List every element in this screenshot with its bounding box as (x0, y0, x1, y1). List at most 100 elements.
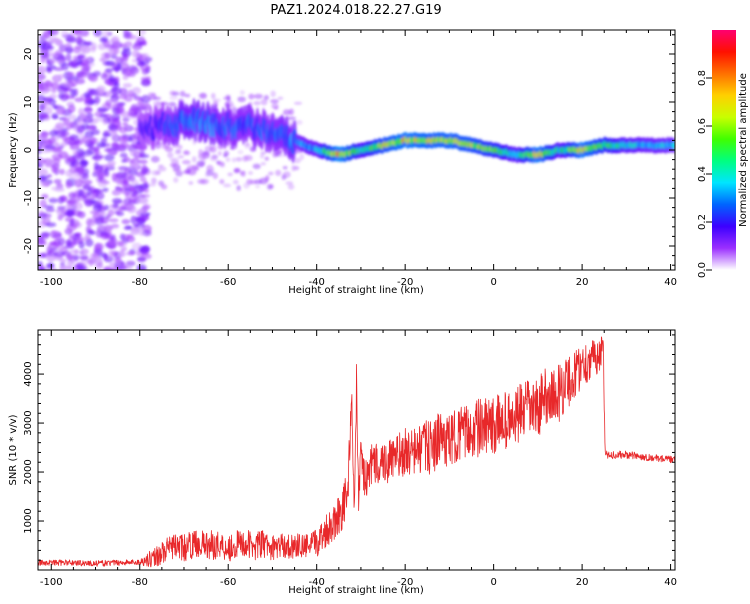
colorbar-tick-label: 0.4 (697, 166, 708, 182)
noise-cell (41, 132, 49, 141)
noise-cell (141, 253, 152, 260)
noise-cell (102, 266, 111, 270)
noise-cell (108, 218, 119, 223)
noise-cell (38, 146, 42, 151)
noise-cell (57, 85, 69, 94)
noise-cell (168, 101, 177, 107)
colorbar-fill (712, 30, 736, 270)
snr-x-tick-label: 40 (664, 577, 677, 588)
noise-cell (115, 102, 125, 108)
noise-cell (38, 168, 49, 176)
noise-cell (122, 238, 129, 244)
noise-cell (99, 57, 106, 62)
noise-cell (131, 242, 142, 251)
noise-cell (260, 151, 266, 155)
noise-cell (84, 97, 90, 104)
noise-cell (57, 196, 65, 204)
noise-cell (141, 207, 147, 216)
noise-cell (102, 116, 108, 126)
noise-cell (125, 260, 136, 267)
noise-cell (76, 262, 85, 269)
noise-cell (68, 79, 78, 87)
spectrogram-x-tick-label: -100 (40, 277, 63, 288)
noise-cell (122, 179, 129, 185)
spectrogram-x-tick-label: 0 (490, 277, 496, 288)
noise-cell (121, 219, 131, 225)
noise-cell (91, 129, 100, 136)
noise-cell (81, 195, 87, 200)
noise-cell (141, 40, 147, 46)
noise-cell (82, 179, 93, 185)
noise-cell (93, 161, 99, 171)
snr-x-ticks: -100 -80 -60 -40 -20 0 20 40 (40, 330, 677, 588)
noise-cell (160, 184, 168, 190)
noise-cell (103, 148, 113, 153)
noise-cell (52, 104, 58, 110)
noise-cell (52, 147, 63, 153)
noise-cell (65, 124, 73, 130)
noise-cell (86, 124, 97, 131)
noise-cell (111, 223, 120, 229)
noise-cell (131, 49, 140, 58)
noise-cell (270, 99, 279, 104)
noise-cell (83, 107, 93, 112)
noise-cell (92, 203, 103, 212)
noise-cell (148, 182, 157, 187)
noise-cell (45, 214, 51, 221)
snr-x-tick-label: -60 (220, 577, 236, 588)
spectrogram-track (137, 97, 675, 164)
noise-cell (122, 117, 130, 122)
noise-cell (63, 117, 70, 126)
noise-cell (287, 184, 295, 190)
noise-cell (40, 178, 48, 183)
noise-cell (105, 60, 116, 67)
noise-cell (85, 238, 94, 247)
noise-cell (255, 185, 260, 189)
noise-cell (266, 183, 273, 190)
noise-cell (157, 166, 167, 172)
noise-cell (57, 205, 66, 211)
noise-cell (293, 157, 301, 164)
colorbar-ticks: 0.0 0.2 0.4 0.6 0.8 (697, 70, 712, 278)
noise-cell (45, 263, 55, 268)
snr-line (38, 336, 675, 568)
noise-cell (282, 109, 291, 116)
snr-x-axis-label: Height of straight line (km) (288, 585, 424, 596)
noise-cell (244, 143, 251, 149)
noise-cell (80, 45, 87, 54)
noise-cell (100, 233, 111, 240)
noise-cell (179, 90, 186, 97)
noise-cell (75, 36, 83, 45)
noise-cell (38, 267, 46, 270)
noise-cell (57, 73, 66, 79)
noise-cell (78, 107, 85, 116)
noise-cell (42, 181, 51, 187)
noise-cell (60, 93, 69, 102)
noise-cell (86, 219, 96, 227)
snr-panel: -100 -80 -60 -40 -20 0 20 40 1000 2000 3000 4000 H… (8, 329, 677, 596)
noise-cell (126, 251, 136, 256)
noise-cell (51, 165, 58, 174)
noise-cell (45, 222, 57, 228)
noise-cell (109, 262, 116, 267)
noise-cell (259, 154, 265, 159)
noise-cell (46, 45, 55, 50)
noise-cell (80, 255, 89, 261)
noise-cell (45, 207, 56, 213)
spectrogram-y-tick-label: 0 (23, 147, 34, 153)
noise-cell (177, 155, 185, 159)
noise-cell (82, 150, 94, 157)
noise-cell (48, 37, 58, 42)
noise-cell (81, 173, 89, 180)
noise-cell (102, 30, 110, 39)
noise-cell (104, 154, 115, 162)
noise-cell (231, 157, 236, 163)
noise-cell (65, 53, 72, 62)
noise-cell (271, 103, 279, 110)
noise-cell (253, 93, 263, 99)
noise-cell (151, 177, 157, 184)
noise-cell (89, 186, 96, 195)
spectrogram-y-tick-label: -20 (23, 238, 34, 254)
noise-cell (74, 139, 81, 144)
noise-cell (43, 32, 50, 38)
